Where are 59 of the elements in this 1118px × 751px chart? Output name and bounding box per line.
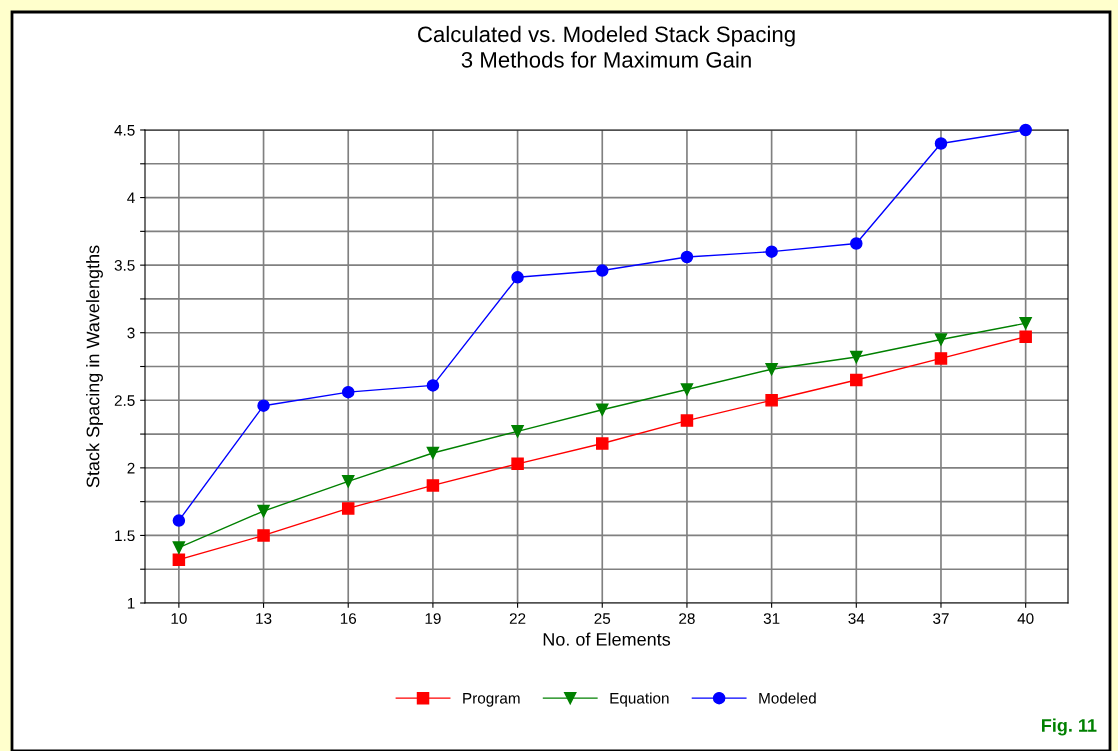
point	[511, 425, 524, 438]
x-tick-label: 16	[340, 613, 357, 624]
chart-title: Calculated vs. Modeled Stack Spacing 3 Methods for Maximum Gain	[418, 25, 795, 68]
y-tick-label: 4.5	[114, 125, 135, 136]
point	[850, 237, 863, 250]
y-tick-label: 4	[127, 192, 135, 204]
legend-label: Program	[463, 692, 520, 707]
point	[257, 399, 270, 412]
x-tick-label: 40	[1017, 613, 1034, 624]
point	[765, 362, 778, 376]
point	[680, 414, 694, 427]
point	[596, 437, 609, 450]
point	[511, 271, 524, 284]
x-axis-title: No. of Elements	[543, 632, 671, 646]
point	[426, 479, 440, 492]
point	[934, 352, 948, 365]
point	[765, 245, 778, 258]
point	[257, 529, 270, 542]
point	[426, 446, 440, 460]
y-tick-label: 3	[127, 327, 135, 339]
y-tick-label: 1.5	[115, 530, 135, 542]
point	[934, 137, 948, 150]
x-tick-label: 25	[594, 613, 611, 624]
x-tick-label: 13	[256, 613, 272, 624]
point	[511, 457, 524, 471]
point	[596, 264, 609, 277]
point	[1019, 330, 1032, 344]
y-tick-label: 1	[127, 598, 135, 609]
point	[426, 379, 440, 392]
point	[1019, 123, 1032, 137]
point	[341, 385, 355, 399]
point	[257, 504, 270, 518]
point	[850, 373, 863, 387]
point	[850, 350, 863, 364]
point	[680, 383, 694, 396]
x-tick-label: 10	[171, 613, 187, 624]
point	[596, 403, 609, 416]
point	[765, 394, 778, 407]
point	[341, 475, 355, 488]
point	[341, 502, 355, 515]
point	[680, 250, 694, 264]
x-tick-label: 28	[679, 613, 695, 624]
point	[1019, 317, 1032, 330]
y-tick-label: 2.5	[114, 395, 135, 406]
x-tick-label: 31	[763, 613, 780, 624]
y-tick-label: 3.5	[114, 260, 135, 271]
y-tick-label: 2	[127, 462, 135, 474]
x-tick-label: 34	[848, 613, 865, 624]
y-axis-title: Stack Spacing in Wavelengths	[86, 245, 103, 488]
point	[934, 333, 948, 346]
x-tick-label: 22	[509, 613, 526, 624]
point	[172, 541, 186, 554]
point	[172, 514, 186, 527]
x-tick-label: 19	[425, 613, 441, 624]
legend-label: Modeled	[759, 692, 816, 704]
caption: Fig. 11	[1042, 718, 1097, 736]
x-tick-label: 37	[933, 613, 949, 624]
legend-label: Equation	[610, 692, 669, 707]
point	[172, 553, 186, 567]
